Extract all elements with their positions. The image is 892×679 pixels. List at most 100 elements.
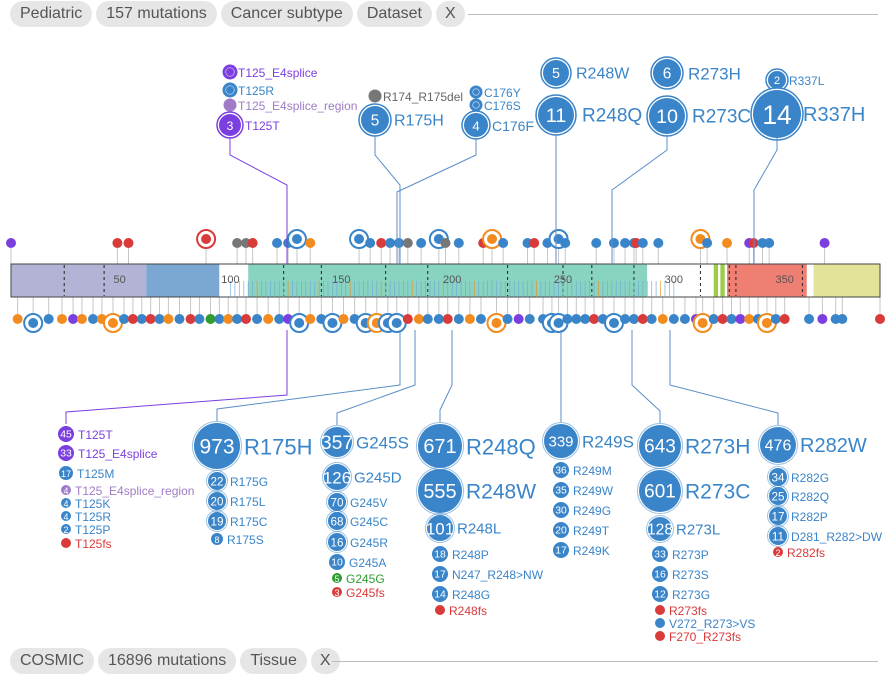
lollipop-head [668, 314, 679, 324]
top-label-circle [768, 71, 786, 89]
bottom-label-name: R248fs [449, 604, 487, 618]
bottom-label-name: R248Q [466, 435, 536, 460]
lollipop-head [440, 238, 451, 248]
bottom-label-name: R273fs [669, 604, 707, 618]
top-label-circle [753, 90, 801, 138]
lollipop-head [402, 238, 413, 248]
chip-mutation-count-bottom[interactable]: 16896 mutations [98, 648, 237, 674]
chip-cancer-subtype[interactable]: Cancer subtype [220, 1, 353, 27]
lollipop-head [637, 314, 648, 324]
bottom-label-circle [61, 524, 71, 534]
lollipop-head [819, 238, 830, 248]
top-filter-bar: Pediatric 157 mutations Cancer subtype D… [10, 1, 469, 27]
lollipop-head [240, 314, 251, 324]
close-icon[interactable]: X [435, 1, 465, 27]
lollipop-head [562, 314, 573, 324]
protein-domain [718, 264, 721, 297]
bottom-label-ring [320, 425, 354, 459]
bottom-label-count: 14 [434, 590, 446, 601]
bottom-label-ring [646, 515, 674, 543]
chip-cosmic[interactable]: COSMIC [10, 648, 94, 674]
lollipop-head [524, 314, 535, 324]
bottom-label-count: 555 [423, 481, 456, 503]
bottom-label-count: 101 [426, 520, 454, 539]
lollipop-head [416, 238, 427, 248]
lollipop-head [637, 238, 648, 248]
bottom-label-name: R248G [452, 588, 490, 602]
lollipop-head [875, 314, 885, 324]
axis-tick-label: 250 [554, 274, 572, 286]
bottom-label-circle [435, 605, 445, 615]
lollipop-head [136, 314, 147, 324]
chip-dataset[interactable]: Dataset [356, 1, 432, 27]
top-label-count: 10 [656, 106, 678, 128]
bottom-label-circle [332, 573, 342, 583]
lollipop-head [413, 314, 424, 324]
top-label-name: T125R [238, 84, 274, 98]
axis-tick-label: 350 [775, 274, 793, 286]
bottom-label-circle [769, 487, 787, 505]
bottom-label-name: R249W [573, 484, 614, 498]
bottom-label-ring [206, 510, 228, 532]
top-label-dot [226, 86, 234, 94]
bottom-label-count: 33 [60, 449, 72, 460]
lollipop-head-core [201, 234, 212, 244]
top-label-circle [361, 106, 389, 134]
bottom-label-count: 18 [434, 550, 446, 561]
lollipop-head [232, 314, 243, 324]
bottom-label-circle [769, 468, 787, 486]
bottom-label-circle [61, 485, 71, 495]
bottom-label-circle [324, 464, 350, 490]
bottom-label-circle [328, 493, 346, 511]
lollipop-head [402, 314, 413, 324]
bottom-label-count: 10 [331, 558, 343, 569]
bottom-label-circle [639, 425, 681, 467]
protein-domain [146, 264, 220, 297]
top-label-name: R175H [394, 113, 444, 130]
lollipop-head [475, 314, 486, 324]
bottom-label-count: 20 [555, 526, 567, 537]
top-label-circle [538, 97, 574, 133]
lollipop-head-core [28, 318, 39, 328]
top-label-name: R337H [803, 104, 865, 126]
bottom-connector [336, 330, 416, 425]
axis-tick-label: 50 [114, 274, 126, 286]
top-label-count: 14 [762, 100, 791, 130]
bottom-label-circle [544, 424, 578, 458]
lollipop-head [76, 314, 87, 324]
top-label-count: 2 [774, 75, 780, 87]
lollipop-head [717, 314, 728, 324]
bottom-label-name: R273P [672, 548, 709, 562]
bottom-label-circle [211, 533, 223, 545]
bottom-label-ring [767, 485, 789, 507]
protein-domain [713, 264, 719, 297]
bottom-label-name: G245G [346, 572, 385, 586]
chip-mutation-count[interactable]: 157 mutations [96, 1, 217, 27]
bottom-label-name: T125R [75, 510, 111, 524]
protein-domain [813, 264, 880, 297]
chip-pediatric[interactable]: Pediatric [10, 1, 93, 27]
chip-tissue[interactable]: Tissue [240, 648, 307, 674]
lollipop-head [305, 314, 316, 324]
lollipop-head [726, 314, 737, 324]
top-label-dot [226, 68, 234, 76]
lollipop-head [646, 314, 657, 324]
bottom-label-name: T125K [75, 497, 110, 511]
bottom-label-count: 4 [63, 486, 68, 496]
bottom-label-circle [59, 466, 73, 480]
bottom-label-circle [322, 427, 352, 457]
bottom-label-circle [769, 527, 787, 545]
bottom-label-circle [655, 618, 665, 628]
bottom-label-circle [432, 546, 448, 562]
bottom-label-name: R175G [230, 475, 268, 489]
bottom-connector [216, 330, 401, 421]
bottom-label-count: 4 [63, 499, 68, 509]
top-label-count: 3 [227, 119, 234, 133]
protein-domain [647, 264, 714, 297]
lollipop-head [453, 238, 464, 248]
lollipop-head [88, 314, 99, 324]
bottom-label-name: G245D [354, 470, 402, 487]
protein-domain [806, 264, 814, 297]
bottom-label-name: R249K [573, 544, 610, 558]
